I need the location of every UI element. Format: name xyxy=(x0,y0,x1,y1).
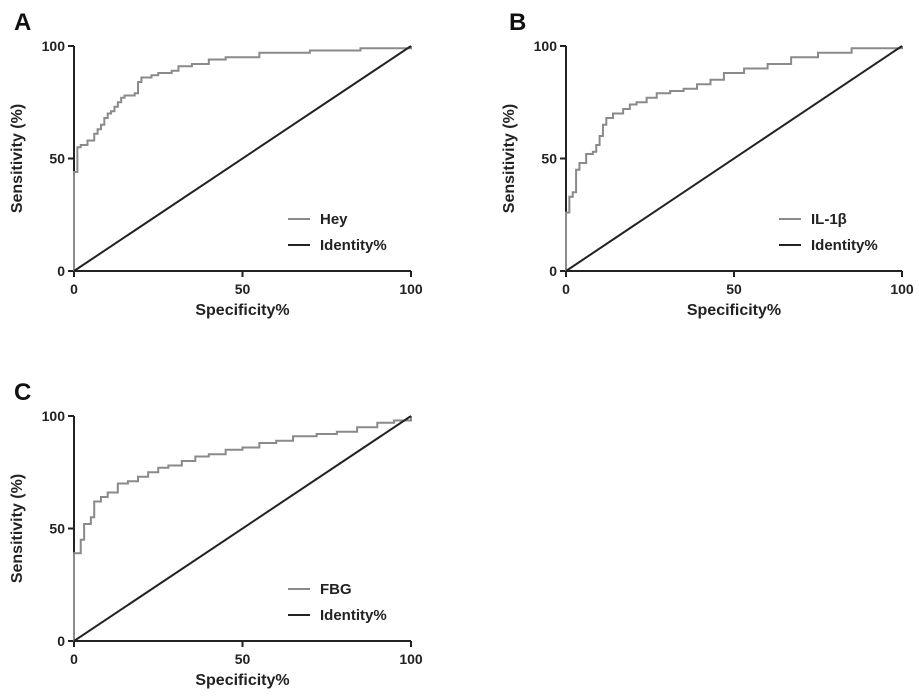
identity-line xyxy=(73,45,412,272)
x-tick-label: 100 xyxy=(890,281,914,297)
legend-entry: FBG xyxy=(320,581,352,598)
panel-label: B xyxy=(509,9,526,36)
legend-entry: Identity% xyxy=(320,607,387,624)
roc-curve xyxy=(73,46,412,271)
x-axis-label: Specificity% xyxy=(687,302,781,319)
y-tick-label: 100 xyxy=(42,408,66,424)
identity-line xyxy=(565,45,903,272)
panel-label: A xyxy=(14,9,31,36)
y-axis-label: Sensitivity (%) xyxy=(9,104,26,213)
y-tick-label: 0 xyxy=(57,633,65,649)
legend-entry: Hey xyxy=(320,211,348,228)
x-tick-label: 100 xyxy=(399,281,423,297)
legend-entry: IL-1β xyxy=(811,211,847,228)
panel-label: C xyxy=(14,379,31,406)
legend-entry: Identity% xyxy=(811,237,878,254)
x-tick-label: 0 xyxy=(70,281,78,297)
y-axis-label: Sensitivity (%) xyxy=(501,104,518,213)
roc-curve xyxy=(565,46,903,271)
x-tick-label: 50 xyxy=(726,281,742,297)
y-tick-label: 0 xyxy=(57,263,65,279)
identity-line xyxy=(73,415,412,642)
roc-curve xyxy=(73,416,412,641)
x-tick-label: 50 xyxy=(235,281,251,297)
x-tick-label: 100 xyxy=(399,651,423,667)
y-tick-label: 50 xyxy=(541,151,557,167)
y-tick-label: 50 xyxy=(49,521,65,537)
y-tick-label: 0 xyxy=(549,263,557,279)
panel-a: A 0 50 100 0 50 100 Specificity% Sensitivity (%)… xyxy=(9,9,423,319)
x-tick-label: 50 xyxy=(235,651,251,667)
y-tick-label: 50 xyxy=(49,151,65,167)
x-axis-label: Specificity% xyxy=(195,302,289,319)
panel-c: C 0 50 100 0 50 100 Specificity% Sensitivity (%)… xyxy=(9,379,423,689)
x-axis-label: Specificity% xyxy=(195,672,289,689)
y-axis-label: Sensitivity (%) xyxy=(9,474,26,583)
y-tick-label: 100 xyxy=(534,38,558,54)
legend-entry: Identity% xyxy=(320,237,387,254)
x-tick-label: 0 xyxy=(70,651,78,667)
x-tick-label: 0 xyxy=(562,281,570,297)
y-tick-label: 100 xyxy=(42,38,66,54)
panel-b: B 0 50 100 0 50 100 Specificity% Sensitivity (%)… xyxy=(501,9,914,319)
